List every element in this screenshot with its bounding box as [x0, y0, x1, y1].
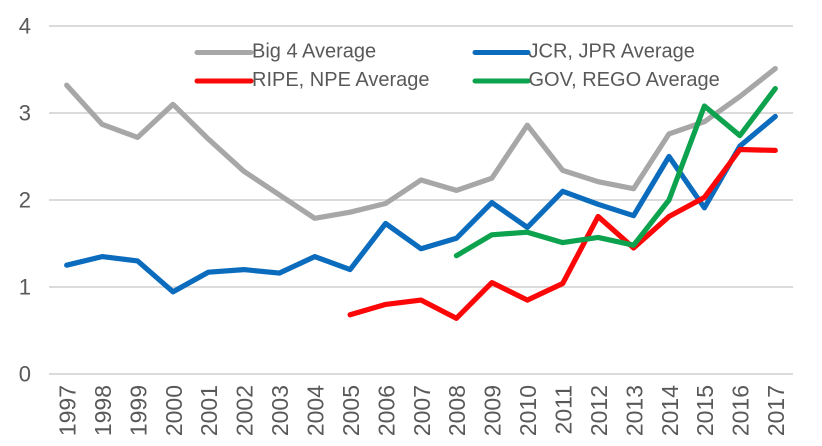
svg-text:3: 3 [19, 101, 31, 126]
svg-text:Big 4 Average: Big 4 Average [252, 41, 376, 63]
svg-text:2001: 2001 [196, 385, 222, 436]
svg-text:2006: 2006 [373, 385, 399, 436]
svg-text:2002: 2002 [232, 385, 258, 436]
svg-text:RIPE, NPE Average: RIPE, NPE Average [252, 69, 430, 91]
svg-text:2008: 2008 [444, 385, 470, 436]
svg-text:1997: 1997 [55, 385, 81, 436]
svg-text:0: 0 [19, 362, 31, 387]
svg-text:JCR, JPR Average: JCR, JPR Average [529, 41, 695, 63]
svg-text:2003: 2003 [267, 385, 293, 436]
svg-text:2009: 2009 [480, 385, 506, 436]
svg-text:2013: 2013 [621, 385, 647, 436]
svg-text:2004: 2004 [303, 385, 329, 436]
svg-text:2000: 2000 [161, 385, 187, 436]
svg-text:4: 4 [19, 14, 31, 39]
svg-text:2012: 2012 [586, 385, 612, 436]
svg-text:1: 1 [19, 275, 31, 300]
svg-text:2005: 2005 [338, 385, 364, 436]
svg-text:1999: 1999 [125, 385, 151, 436]
svg-text:2011: 2011 [551, 385, 577, 434]
svg-text:1998: 1998 [90, 385, 116, 436]
svg-text:2014: 2014 [657, 385, 683, 436]
svg-text:2007: 2007 [409, 385, 435, 436]
svg-text:GOV, REGO Average: GOV, REGO Average [529, 69, 720, 91]
svg-text:2015: 2015 [692, 385, 718, 436]
svg-text:2017: 2017 [763, 385, 789, 436]
svg-text:2016: 2016 [728, 385, 754, 436]
svg-text:2010: 2010 [515, 385, 541, 436]
svg-text:2: 2 [19, 188, 31, 213]
